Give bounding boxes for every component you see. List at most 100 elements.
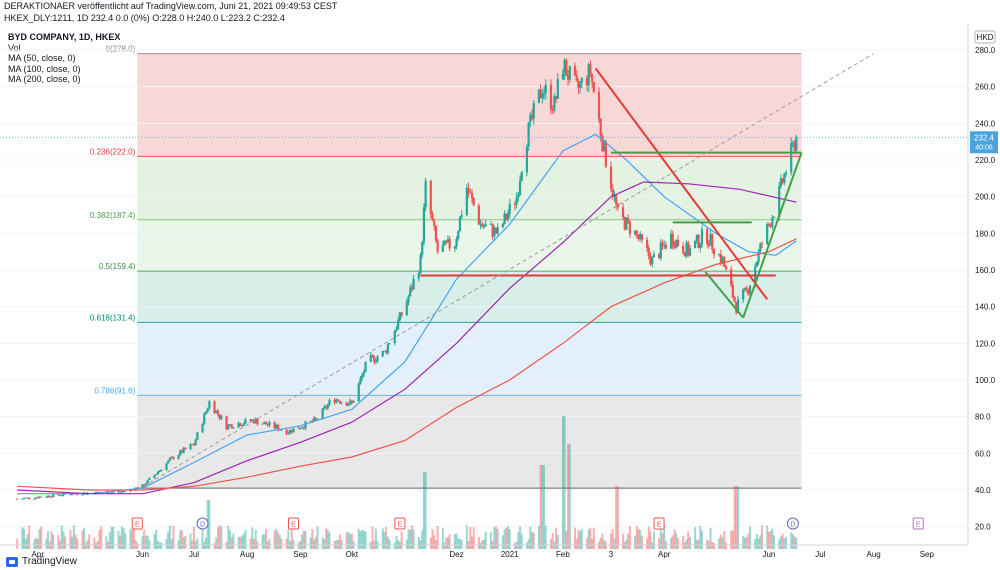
volume-bar [433, 535, 436, 549]
volume-bar [201, 525, 204, 549]
volume-bar [143, 529, 146, 549]
volume-bar [700, 530, 703, 549]
volume-bar [640, 535, 643, 549]
candle-body [393, 330, 396, 344]
candle-body [122, 491, 125, 493]
candle-body [673, 245, 676, 248]
candle-body [48, 495, 51, 498]
candle-body [364, 361, 367, 373]
volume-bar [735, 486, 738, 549]
candle-body [276, 424, 280, 431]
candle-body [232, 427, 235, 429]
candle-body [506, 213, 510, 220]
event-label: D [200, 522, 205, 529]
candle-body [314, 417, 317, 420]
volume-bar [325, 528, 328, 549]
volume-bar [100, 526, 103, 549]
volume-bar [453, 534, 456, 549]
volume-bar [26, 534, 29, 549]
candle-body [70, 494, 74, 496]
volume-bar [676, 537, 679, 549]
candle-body [790, 143, 793, 173]
candle-body [592, 81, 595, 93]
candle-body [577, 80, 580, 88]
candle-body [458, 216, 462, 232]
volume-bar [196, 538, 199, 549]
candle-body [119, 491, 122, 493]
candle-body [273, 422, 276, 429]
volume-bar [496, 528, 499, 549]
candle-body [424, 180, 427, 208]
candle-body [676, 239, 680, 246]
candle-body [651, 257, 654, 265]
volume-bar [381, 528, 384, 549]
candle-body [285, 429, 288, 435]
candle-body [335, 399, 338, 403]
volume-bar [180, 530, 183, 549]
volume-bar [675, 532, 678, 549]
y-tick-label: 100.0 [975, 376, 996, 385]
candle-body [263, 422, 266, 424]
candle-body [422, 207, 426, 243]
candle-body [189, 444, 192, 450]
volume-bar [400, 531, 403, 549]
volume-bar [769, 530, 772, 549]
volume-bar [532, 532, 535, 549]
volume-bar [793, 536, 796, 549]
grid [0, 49, 968, 528]
volume-bar [84, 542, 87, 549]
candle-body [328, 400, 331, 405]
fib-zone [137, 219, 802, 272]
volume-bar [682, 536, 685, 549]
candle-body [81, 494, 84, 496]
candle-body [645, 239, 649, 248]
candle-body [669, 233, 673, 249]
candle-body [192, 444, 196, 446]
volume-bar [745, 537, 748, 549]
trendlines [0, 53, 968, 491]
volume-bar [362, 530, 365, 549]
candle-body [711, 234, 714, 250]
candle-body [730, 269, 733, 285]
volume-bar [405, 539, 408, 549]
volume-bar [651, 542, 654, 549]
candle-body [120, 491, 123, 493]
candle-body [155, 474, 158, 475]
candle-body [206, 408, 209, 412]
volume-bar [730, 530, 733, 549]
candle-body [421, 242, 424, 256]
candle-body [633, 230, 637, 235]
volume-bar [338, 534, 341, 549]
volume-bar [721, 537, 724, 549]
candle-body [381, 350, 384, 357]
volume-bar [313, 539, 316, 549]
fib-label: 0.786(91.6) [94, 386, 135, 395]
candle-body [652, 254, 656, 258]
volume-bar [277, 532, 280, 549]
candle-body [446, 239, 450, 243]
volume-bar [81, 530, 84, 549]
candle-body [685, 242, 688, 257]
legend-ma100: MA (100, close, 0) [8, 63, 81, 74]
volume-bar [580, 529, 583, 549]
volume-bar [718, 538, 721, 549]
candle-body [585, 77, 589, 86]
volume-bar [757, 538, 760, 549]
volume-bar [556, 534, 559, 549]
volume-bar [513, 542, 516, 549]
legend-title: BYD COMPANY, 1D, HKEX [8, 32, 121, 42]
volume-bar [501, 535, 504, 549]
x-tick-label: Sep [920, 550, 935, 559]
volume-bar [93, 537, 96, 549]
volume-bar [529, 526, 532, 549]
volume-bar [340, 539, 343, 549]
candle-body [472, 197, 475, 206]
volume-bar [167, 531, 170, 549]
candle-body [407, 296, 410, 303]
volume-bar [634, 536, 637, 549]
volume-bar [120, 526, 123, 549]
volume-bar [649, 531, 652, 549]
volume-bar [610, 533, 613, 549]
fib-label: 0.618(131.4) [90, 313, 136, 322]
